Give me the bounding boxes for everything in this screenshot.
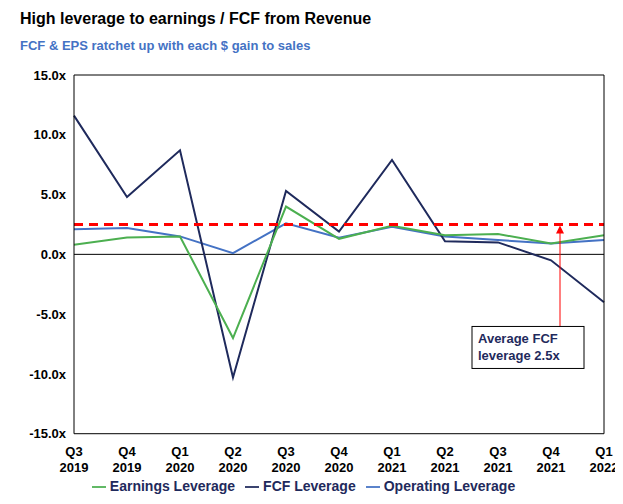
svg-text:15.0x: 15.0x: [33, 68, 66, 83]
svg-text:Q12021: Q12021: [378, 444, 407, 475]
svg-text:Q22021: Q22021: [431, 444, 460, 475]
svg-text:-15.0x: -15.0x: [29, 426, 67, 441]
svg-text:Q12020: Q12020: [166, 444, 195, 475]
svg-text:-5.0x: -5.0x: [36, 307, 66, 322]
svg-text:Q42021: Q42021: [537, 444, 566, 475]
html-text:FCF Leverage: FCF Leverage: [263, 477, 356, 494]
svg-text:Q12022: Q12022: [590, 444, 615, 475]
svg-text:0.0x: 0.0x: [41, 247, 67, 262]
svg-text:Average FCFleverage 2.5x: Average FCFleverage 2.5x: [478, 331, 560, 363]
svg-text:Q42019: Q42019: [113, 444, 142, 475]
svg-text:10.0x: 10.0x: [33, 127, 66, 142]
svg-text:Q32020: Q32020: [272, 444, 301, 475]
svg-text:5.0x: 5.0x: [41, 187, 67, 202]
html-text:Earnings Leverage: Earnings Leverage: [109, 477, 236, 494]
html-text:High leverage to earnings / FC: High leverage to earnings / FCF from Rev…: [20, 10, 372, 27]
svg-text:-10.0x: -10.0x: [29, 367, 67, 382]
html-text:FCF & EPS ratchet up with each: FCF & EPS ratchet up with each $ gain to…: [20, 38, 311, 53]
svg-text:Q42020: Q42020: [325, 444, 354, 475]
svg-text:Q22020: Q22020: [219, 444, 248, 475]
svg-text:Q32019: Q32019: [60, 444, 89, 475]
html-text:Operating Leverage: Operating Leverage: [383, 477, 516, 494]
svg-text:Q32021: Q32021: [484, 444, 513, 475]
